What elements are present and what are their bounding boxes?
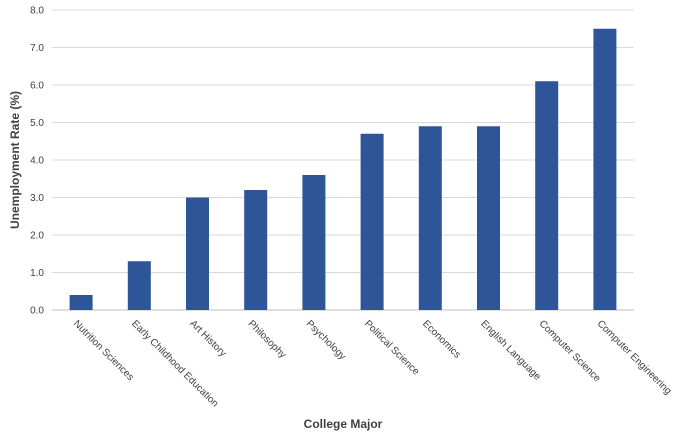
bar [535, 81, 559, 310]
y-tick-label: 6.0 [30, 81, 44, 92]
y-tick-label: 3.0 [30, 193, 44, 204]
bar [477, 126, 500, 310]
x-tick-label: Nutrition Sciences [71, 318, 136, 383]
bar [418, 126, 442, 310]
bar [302, 175, 326, 310]
y-tick-label: 0.0 [30, 306, 44, 317]
y-tick-label: 4.0 [30, 156, 44, 167]
x-tick-label: Economics [420, 318, 462, 360]
x-tick-label: Computer Engineering [595, 318, 674, 397]
bar [69, 295, 93, 310]
x-axis-title: College Major [304, 417, 383, 431]
x-tick-label: Philosophy [246, 318, 288, 360]
x-tick-label: Psychology [304, 318, 348, 362]
bar [593, 28, 617, 310]
y-tick-label: 5.0 [30, 118, 44, 129]
bar [127, 261, 151, 310]
y-tick-label: 8.0 [30, 6, 44, 17]
bar [244, 190, 268, 310]
x-tick-label: English Language [478, 318, 543, 383]
bar [360, 133, 384, 310]
bar [186, 197, 209, 310]
y-tick-label: 1.0 [30, 268, 44, 279]
y-axis-title: Unemployment Rate (%) [8, 91, 22, 229]
y-axis-ticks: 0.0 1.0 2.0 3.0 4.0 5.0 6.0 7.0 8.0 [30, 6, 44, 317]
x-tick-label: Computer Science [537, 318, 603, 384]
x-tick-label: Art History [187, 318, 228, 359]
y-tick-label: 2.0 [30, 231, 44, 242]
y-tick-label: 7.0 [30, 43, 44, 54]
x-tick-label: Political Science [362, 318, 422, 378]
bars [69, 28, 617, 310]
